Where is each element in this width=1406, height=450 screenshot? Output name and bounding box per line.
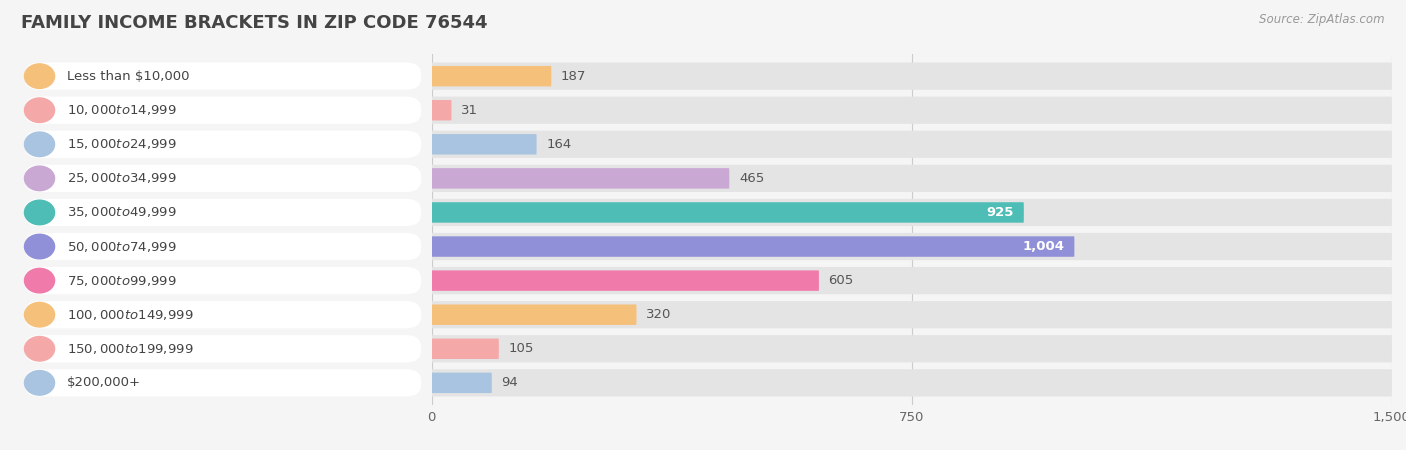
Text: $200,000+: $200,000+ bbox=[67, 376, 141, 389]
FancyBboxPatch shape bbox=[24, 369, 422, 396]
Circle shape bbox=[24, 302, 55, 327]
FancyBboxPatch shape bbox=[432, 100, 451, 121]
FancyBboxPatch shape bbox=[432, 335, 1392, 362]
Text: 1,004: 1,004 bbox=[1022, 240, 1064, 253]
Circle shape bbox=[24, 337, 55, 361]
Text: 187: 187 bbox=[561, 70, 586, 83]
FancyBboxPatch shape bbox=[24, 233, 422, 260]
FancyBboxPatch shape bbox=[432, 373, 492, 393]
FancyBboxPatch shape bbox=[24, 130, 422, 158]
FancyBboxPatch shape bbox=[432, 66, 551, 86]
Text: Less than $10,000: Less than $10,000 bbox=[67, 70, 190, 83]
Text: $35,000 to $49,999: $35,000 to $49,999 bbox=[67, 206, 177, 220]
FancyBboxPatch shape bbox=[24, 63, 422, 90]
Text: 925: 925 bbox=[987, 206, 1014, 219]
Text: 105: 105 bbox=[509, 342, 534, 355]
FancyBboxPatch shape bbox=[432, 270, 818, 291]
Circle shape bbox=[24, 98, 55, 122]
FancyBboxPatch shape bbox=[432, 97, 1392, 124]
FancyBboxPatch shape bbox=[24, 301, 422, 328]
Text: 465: 465 bbox=[740, 172, 763, 185]
FancyBboxPatch shape bbox=[432, 199, 1392, 226]
FancyBboxPatch shape bbox=[432, 202, 1024, 223]
Text: $100,000 to $149,999: $100,000 to $149,999 bbox=[67, 308, 194, 322]
FancyBboxPatch shape bbox=[432, 134, 537, 154]
Text: $10,000 to $14,999: $10,000 to $14,999 bbox=[67, 103, 177, 117]
Text: 94: 94 bbox=[502, 376, 519, 389]
FancyBboxPatch shape bbox=[432, 301, 1392, 328]
FancyBboxPatch shape bbox=[432, 165, 1392, 192]
Text: $150,000 to $199,999: $150,000 to $199,999 bbox=[67, 342, 194, 356]
Text: $75,000 to $99,999: $75,000 to $99,999 bbox=[67, 274, 177, 288]
Text: Source: ZipAtlas.com: Source: ZipAtlas.com bbox=[1260, 14, 1385, 27]
Text: 605: 605 bbox=[828, 274, 853, 287]
FancyBboxPatch shape bbox=[432, 236, 1074, 257]
FancyBboxPatch shape bbox=[432, 338, 499, 359]
Text: $50,000 to $74,999: $50,000 to $74,999 bbox=[67, 239, 177, 253]
FancyBboxPatch shape bbox=[432, 63, 1392, 90]
Circle shape bbox=[24, 64, 55, 88]
Circle shape bbox=[24, 268, 55, 293]
Circle shape bbox=[24, 132, 55, 157]
Circle shape bbox=[24, 166, 55, 191]
Text: FAMILY INCOME BRACKETS IN ZIP CODE 76544: FAMILY INCOME BRACKETS IN ZIP CODE 76544 bbox=[21, 14, 488, 32]
FancyBboxPatch shape bbox=[24, 165, 422, 192]
FancyBboxPatch shape bbox=[432, 267, 1392, 294]
Text: 31: 31 bbox=[461, 104, 478, 117]
FancyBboxPatch shape bbox=[432, 233, 1392, 260]
FancyBboxPatch shape bbox=[432, 305, 637, 325]
FancyBboxPatch shape bbox=[24, 267, 422, 294]
FancyBboxPatch shape bbox=[432, 369, 1392, 396]
Text: 164: 164 bbox=[546, 138, 571, 151]
Circle shape bbox=[24, 234, 55, 259]
FancyBboxPatch shape bbox=[24, 97, 422, 124]
FancyBboxPatch shape bbox=[432, 168, 730, 189]
Circle shape bbox=[24, 371, 55, 395]
Text: 320: 320 bbox=[647, 308, 672, 321]
Text: $15,000 to $24,999: $15,000 to $24,999 bbox=[67, 137, 177, 151]
FancyBboxPatch shape bbox=[24, 335, 422, 362]
FancyBboxPatch shape bbox=[24, 199, 422, 226]
Text: $25,000 to $34,999: $25,000 to $34,999 bbox=[67, 171, 177, 185]
FancyBboxPatch shape bbox=[432, 130, 1392, 158]
Circle shape bbox=[24, 200, 55, 225]
